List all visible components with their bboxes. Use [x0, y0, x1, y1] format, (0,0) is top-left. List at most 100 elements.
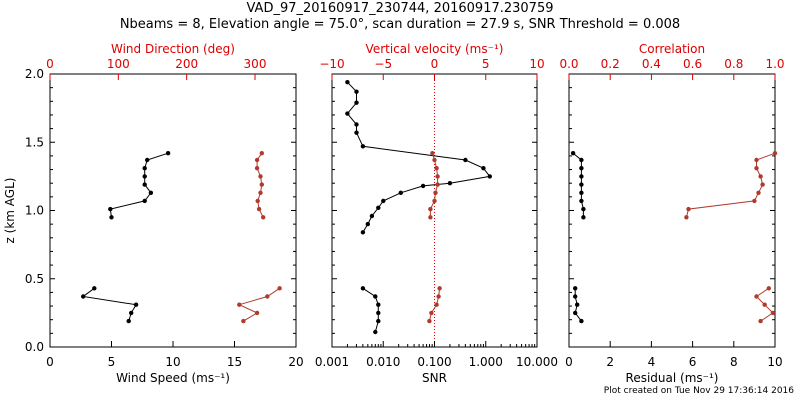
data-point [360, 230, 366, 235]
data-point [142, 166, 147, 171]
chart-panel-1: 0.0 0.5 1.0 1.5 2.0 z (km AGL) 0 5 10 15 20 Wind Sp… [3, 42, 304, 385]
top-tick-label: 300 [244, 57, 267, 71]
top-axis-title: Correlation [639, 42, 705, 56]
top-tick-label: 0.6 [683, 57, 702, 71]
page-subtitle: Nbeams = 8, Elevation angle = 75.0°, sca… [119, 17, 681, 32]
x-tick-label: 15 [227, 355, 242, 369]
data-point [762, 302, 767, 307]
data-point [434, 166, 439, 171]
data-point [433, 190, 438, 195]
data-point [354, 130, 359, 135]
data-point [398, 190, 403, 195]
data-point [373, 329, 378, 335]
y-tick-label: 2.0 [25, 67, 44, 81]
x-tick-label: 10 [165, 355, 180, 369]
data-point [142, 198, 147, 204]
page-title: VAD_97_20160917_230744, 20160917.230759 [246, 1, 554, 16]
series-top-red [427, 151, 442, 324]
x-tick-label: 2 [606, 355, 614, 369]
data-point [579, 166, 584, 171]
series-bottom-black [570, 151, 586, 324]
data-point [381, 198, 386, 204]
data-point [573, 310, 578, 316]
data-point [376, 302, 381, 307]
data-point [752, 198, 757, 204]
top-tick-label: −5 [374, 57, 392, 71]
data-point [261, 215, 266, 220]
top-tick-label: 100 [107, 57, 130, 71]
data-point [684, 215, 689, 220]
data-point [579, 182, 584, 187]
plot-frame [331, 73, 538, 348]
data-point [758, 318, 763, 324]
data-point [434, 302, 439, 307]
data-point [354, 100, 359, 105]
data-point [373, 294, 378, 299]
data-point [754, 294, 759, 299]
data-point [345, 111, 350, 116]
data-point [579, 190, 584, 195]
data-point [770, 310, 776, 316]
data-point [360, 286, 366, 291]
data-point [766, 286, 771, 291]
data-point [145, 157, 150, 163]
y-tick-label: 1.5 [25, 135, 44, 149]
data-point [575, 302, 580, 307]
top-tick-label: 0.0 [559, 57, 578, 71]
data-point [435, 174, 440, 179]
data-point [258, 174, 263, 179]
data-point [435, 182, 440, 187]
data-point [369, 213, 375, 219]
data-point [133, 302, 139, 307]
data-point [579, 174, 584, 179]
data-point [427, 318, 432, 324]
x-tick-label: 0.100 [417, 355, 451, 369]
x-tick-label: 8 [730, 355, 738, 369]
data-point [573, 286, 578, 291]
data-point [481, 166, 486, 171]
data-point [142, 182, 147, 187]
data-point [345, 80, 350, 85]
data-point [686, 206, 691, 212]
series-line [346, 81, 491, 233]
chart-panel-3: 0 2 4 6 8 10 Residual (ms⁻¹) 0.0 0.2 0.4 0.6 0.8 1.0… [559, 42, 784, 385]
y-tick-label: 1.0 [25, 204, 44, 218]
x-tick-label: 4 [648, 355, 656, 369]
data-point [126, 318, 131, 324]
data-point [148, 190, 154, 195]
data-point [254, 166, 260, 171]
data-point [255, 198, 260, 204]
data-point [108, 206, 113, 212]
x-axis-title: Residual (ms⁻¹) [626, 371, 719, 385]
top-tick-label: 0 [431, 57, 439, 71]
series-line [109, 152, 169, 218]
top-tick-label: 10 [529, 57, 544, 71]
data-point [259, 151, 264, 156]
data-point [432, 157, 437, 163]
data-point [428, 215, 433, 220]
data-point [428, 206, 433, 212]
x-axis-title: Wind Speed (ms⁻¹) [116, 371, 230, 385]
x-tick-label: 5 [108, 355, 116, 369]
y-tick-label: 0.0 [25, 340, 44, 354]
data-point [254, 310, 260, 316]
x-tick-label: 0.010 [366, 355, 400, 369]
data-point [259, 182, 264, 187]
x-tick-label: 10 [767, 355, 782, 369]
data-point [256, 206, 262, 212]
data-point [436, 294, 441, 299]
series-bottom-black [345, 80, 492, 335]
data-point [277, 286, 282, 291]
series-top-red [237, 151, 282, 324]
data-point [376, 310, 381, 316]
data-point [430, 151, 435, 156]
data-point [581, 206, 586, 212]
x-tick-label: 0 [46, 355, 54, 369]
x-tick-label: 0.001 [315, 355, 349, 369]
data-point [237, 302, 242, 307]
data-point [487, 174, 492, 179]
data-point [376, 318, 381, 324]
data-point [354, 89, 359, 94]
data-point [432, 198, 437, 204]
